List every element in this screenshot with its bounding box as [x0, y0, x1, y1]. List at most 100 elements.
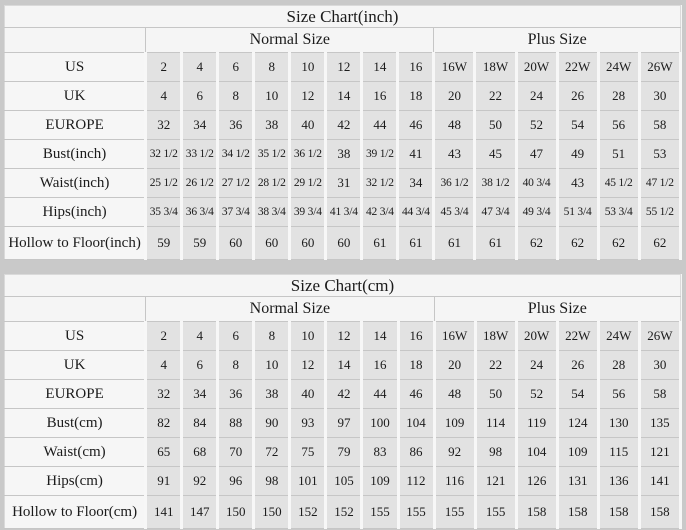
normal-size-value-cell: 12	[325, 321, 364, 351]
normal-size-value-cell: 72	[253, 437, 292, 467]
normal-size-value-cell: 38	[325, 139, 364, 169]
normal-size-value-cell: 2	[144, 52, 184, 82]
column-group-header-row: Normal Size Plus Size	[4, 27, 681, 53]
normal-size-value-cell: 83	[361, 437, 400, 467]
normal-size-value-cell: 46	[398, 379, 436, 409]
plus-size-value-cell: 62	[639, 226, 683, 260]
normal-size-value-cell: 32 1/2	[144, 139, 184, 169]
plus-size-value-cell: 47	[516, 139, 559, 169]
normal-size-value-cell: 60	[217, 226, 256, 260]
normal-size-value-cell: 60	[289, 226, 328, 260]
normal-size-value-cell: 18	[397, 81, 436, 111]
plus-size-value-cell: 48	[434, 379, 477, 409]
plus-size-value-cell: 55 1/2	[639, 197, 683, 227]
plus-size-value-cell: 20	[434, 350, 477, 380]
plus-size-value-cell: 45 1/2	[598, 168, 641, 198]
table-title-row: Size Chart(cm)	[4, 274, 681, 297]
column-group-header-row: Normal Size Plus Size	[4, 296, 681, 322]
normal-size-value-cell: 10	[289, 52, 328, 82]
plus-size-value-cell: 109	[434, 408, 477, 438]
plus-size-value-cell: 136	[598, 466, 641, 496]
plus-size-value-cell: 53	[639, 139, 683, 169]
normal-size-value-cell: 40	[289, 379, 328, 409]
plus-size-value-cell: 54	[557, 379, 600, 409]
plus-size-value-cell: 26W	[639, 321, 683, 351]
normal-size-value-cell: 4	[181, 321, 220, 351]
plus-size-value-cell: 114	[475, 408, 518, 438]
normal-size-value-cell: 92	[181, 466, 220, 496]
plus-size-value-cell: 50	[475, 379, 518, 409]
plus-size-value-cell: 24W	[598, 321, 641, 351]
normal-size-value-cell: 32	[144, 379, 184, 409]
plus-size-value-cell: 28	[598, 81, 641, 111]
plus-size-value-cell: 51	[598, 139, 641, 169]
table-row: US 2 4 6 8 10 12 14 16 16W 18W 20W 22W 24W 26W	[4, 52, 683, 82]
size-chart-cm-section: Size Chart(cm) Normal Size Plus Size US 2…	[4, 274, 683, 529]
plus-size-value-cell: 49 3/4	[516, 197, 559, 227]
normal-size-value-cell: 61	[397, 226, 436, 260]
normal-size-value-cell: 68	[181, 437, 220, 467]
plus-size-value-cell: 47 3/4	[474, 197, 518, 227]
normal-size-value-cell: 41	[397, 139, 436, 169]
normal-size-value-cell: 79	[325, 437, 364, 467]
normal-size-value-cell: 84	[181, 408, 220, 438]
normal-size-value-cell: 10	[253, 81, 292, 111]
plus-size-value-cell: 115	[598, 437, 641, 467]
normal-size-value-cell: 39 3/4	[289, 197, 328, 227]
row-label: Bust(inch)	[4, 139, 147, 169]
table-title: Size Chart(cm)	[4, 274, 681, 297]
plus-size-header: Plus Size	[433, 27, 681, 53]
normal-size-value-cell: 16	[361, 350, 400, 380]
normal-size-value-cell: 26 1/2	[181, 168, 220, 198]
row-label: Hips(inch)	[4, 197, 147, 227]
plus-size-value-cell: 121	[639, 437, 683, 467]
normal-size-value-cell: 25 1/2	[144, 168, 184, 198]
normal-size-value-cell: 12	[325, 52, 364, 82]
normal-size-value-cell: 88	[217, 408, 256, 438]
normal-size-value-cell: 6	[217, 321, 256, 351]
normal-size-value-cell: 44	[361, 379, 400, 409]
plus-size-value-cell: 53 3/4	[598, 197, 641, 227]
normal-size-value-cell: 32 1/2	[361, 168, 400, 198]
normal-size-value-cell: 14	[361, 321, 400, 351]
normal-size-value-cell: 101	[289, 466, 328, 496]
normal-size-value-cell: 34	[397, 168, 436, 198]
plus-size-value-cell: 155	[475, 495, 518, 529]
normal-size-value-cell: 14	[325, 81, 364, 111]
normal-size-value-cell: 4	[144, 81, 184, 111]
normal-size-value-cell: 109	[361, 466, 400, 496]
normal-size-value-cell: 93	[289, 408, 328, 438]
normal-size-header: Normal Size	[145, 296, 435, 322]
normal-size-value-cell: 40	[289, 110, 328, 140]
plus-size-value-cell: 141	[639, 466, 683, 496]
plus-size-value-cell: 158	[516, 495, 559, 529]
table-row: EUROPE 32 34 36 38 40 42 44 46 48 50 52 54 56 58	[4, 110, 683, 140]
table-title: Size Chart(inch)	[4, 5, 681, 28]
plus-size-value-cell: 158	[598, 495, 641, 529]
normal-size-value-cell: 18	[398, 350, 436, 380]
size-chart-inch-table: Size Chart(inch) Normal Size Plus Size U…	[4, 5, 683, 260]
plus-size-value-cell: 16W	[433, 52, 477, 82]
plus-size-value-cell: 119	[516, 408, 559, 438]
plus-size-value-cell: 135	[639, 408, 683, 438]
table-row: Waist(cm) 65 68 70 72 75 79 83 86 92 98 104 109 115 12…	[4, 437, 683, 467]
plus-size-value-cell: 43	[557, 168, 600, 198]
table-row: UK 4 6 8 10 12 14 16 18 20 22 24 26 28 30	[4, 81, 683, 111]
plus-size-value-cell: 22W	[557, 321, 600, 351]
normal-size-value-cell: 59	[181, 226, 220, 260]
row-label: Waist(cm)	[4, 437, 147, 467]
normal-size-value-cell: 105	[325, 466, 364, 496]
plus-size-value-cell: 16W	[434, 321, 477, 351]
normal-size-value-cell: 8	[217, 350, 256, 380]
row-label: Hollow to Floor(cm)	[4, 495, 147, 529]
normal-size-value-cell: 6	[181, 81, 220, 111]
normal-size-value-cell: 98	[253, 466, 292, 496]
plus-size-value-cell: 124	[557, 408, 600, 438]
normal-size-value-cell: 112	[398, 466, 436, 496]
row-label: UK	[4, 350, 147, 380]
plus-size-value-cell: 22	[474, 81, 518, 111]
plus-size-value-cell: 20W	[516, 52, 559, 82]
plus-size-value-cell: 26	[557, 81, 600, 111]
plus-size-value-cell: 54	[557, 110, 600, 140]
plus-size-value-cell: 62	[598, 226, 641, 260]
